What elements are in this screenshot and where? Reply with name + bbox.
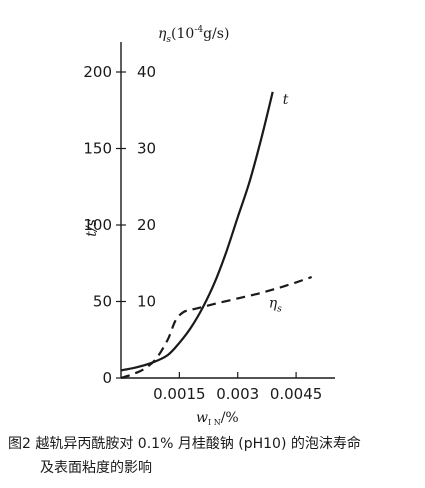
y-left-tick-label: 200 [83, 63, 112, 81]
ticks: 0 50 100 150 200 10 20 30 40 0.0015 0.003 0.0045 [83, 63, 322, 403]
labels: t/s ηs(10-4g/s) wI N/% [84, 25, 239, 427]
y-right-axis-title: ηs(10-4g/s) [158, 25, 229, 45]
caption-line-1: 图2 越轨异丙酰胺对 0.1% 月桂酸钠 (pH10) 的泡沫寿命 [8, 436, 361, 452]
x-axis-title: wI N/% [196, 410, 239, 427]
caption-line-2: 及表面粘度的影响 [40, 460, 152, 476]
x-tick-label: 0.0045 [270, 385, 323, 403]
series: t ηs [120, 91, 313, 380]
x-title-symbol: w [196, 410, 208, 426]
y-left-tick-label: 0 [102, 369, 112, 387]
axes [120, 42, 335, 379]
x-title-unit: /% [221, 410, 239, 426]
y-left-tick-label: 100 [83, 216, 112, 234]
y-right-tick-label: 40 [137, 63, 156, 81]
x-title-subscript: I N [208, 418, 221, 427]
y-right-tick-label: 30 [137, 140, 156, 158]
y-right-title-subscript: s [166, 35, 171, 45]
x-tick-label: 0.0015 [153, 385, 206, 403]
y-right-title-tail: g/s) [203, 26, 229, 42]
y-right-tick-label: 20 [137, 216, 156, 234]
y-left-tick-label: 150 [83, 140, 112, 158]
y-right-title-symbol: η [158, 26, 167, 42]
y-left-tick-label: 50 [93, 293, 112, 311]
y-left-axis-title: t/s [84, 219, 100, 237]
series-label: t [283, 92, 289, 108]
y-right-tick-label: 10 [137, 293, 156, 311]
y-right-title-exponent: -4 [194, 25, 203, 35]
y-right-title-unit: (10 [171, 26, 194, 42]
series-viscosity-line [120, 275, 313, 380]
series-label-subscript: s [277, 305, 282, 315]
figure-caption: 图2 越轨异丙酰胺对 0.1% 月桂酸钠 (pH10) 的泡沫寿命 及表面粘度的… [8, 432, 418, 480]
x-tick-label: 0.003 [216, 385, 259, 403]
series-label: ηs [269, 296, 282, 315]
chart: 0 50 100 150 200 10 20 30 40 0.0015 0.003 0.0045 t η… [83, 25, 335, 427]
